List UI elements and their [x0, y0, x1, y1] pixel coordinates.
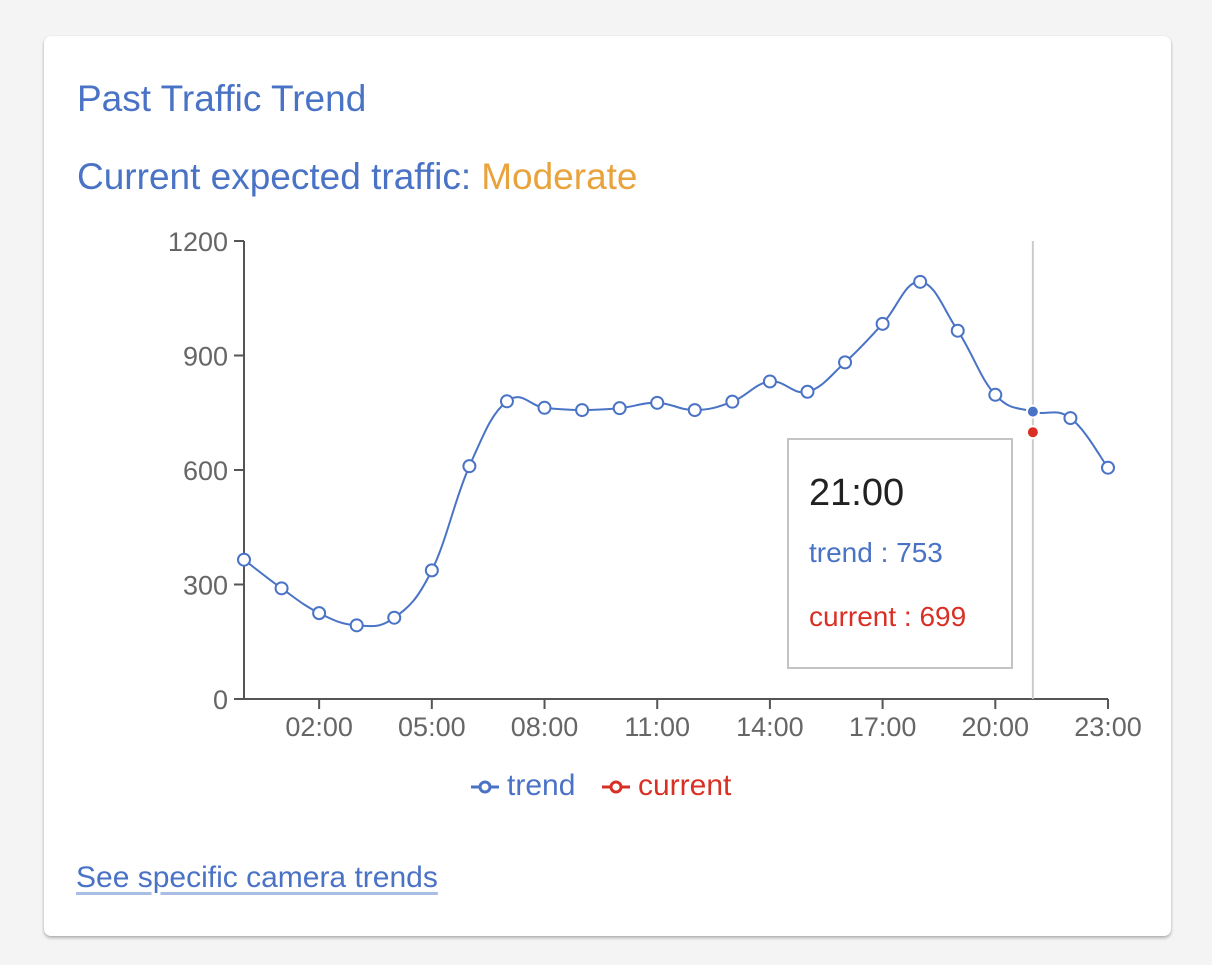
- trend-point[interactable]: [838, 355, 853, 370]
- trend-point[interactable]: [575, 403, 590, 418]
- trend-point[interactable]: [1063, 411, 1078, 426]
- trend-point[interactable]: [1101, 460, 1115, 475]
- card-title: Past Traffic Trend: [77, 78, 367, 119]
- trend-point[interactable]: [274, 581, 289, 596]
- traffic-status: Current expected traffic: Moderate: [77, 156, 638, 198]
- trend-point[interactable]: [424, 563, 439, 578]
- legend-current-label[interactable]: current: [638, 769, 732, 802]
- tooltip-trend-value: trend : 753: [809, 537, 943, 568]
- traffic-status-value: Moderate: [481, 156, 638, 197]
- tooltip-time: 21:00: [809, 472, 904, 514]
- trend-point[interactable]: [537, 400, 552, 415]
- traffic-card: Past Traffic Trend Current expected traf…: [44, 36, 1171, 936]
- chart-legend: trend current: [471, 769, 732, 802]
- tooltip-box: [787, 438, 1013, 669]
- trend-point[interactable]: [349, 618, 364, 633]
- trend-point[interactable]: [762, 374, 777, 389]
- legend-trend-marker: [478, 780, 492, 794]
- x-tick-label: 11:00: [624, 712, 690, 742]
- trend-point[interactable]: [913, 274, 928, 289]
- x-tick-label: 23:00: [1074, 712, 1142, 742]
- trend-point[interactable]: [687, 403, 702, 418]
- trend-point[interactable]: [387, 610, 402, 625]
- y-tick-label: 600: [183, 456, 228, 486]
- x-tick-label: 05:00: [398, 712, 466, 742]
- trend-point[interactable]: [462, 459, 477, 474]
- x-tick-label: 02:00: [285, 712, 353, 742]
- x-tick-label: 08:00: [511, 712, 579, 742]
- trend-point[interactable]: [950, 323, 965, 338]
- trend-point[interactable]: [800, 384, 815, 399]
- trend-point[interactable]: [499, 394, 514, 409]
- y-tick-label: 300: [183, 571, 228, 601]
- current-point-active[interactable]: [1025, 425, 1040, 440]
- trend-point[interactable]: [725, 394, 740, 409]
- trend-point[interactable]: [875, 316, 890, 331]
- x-tick-label: 14:00: [736, 712, 804, 742]
- x-tick-label: 17:00: [849, 712, 917, 742]
- camera-trends-link[interactable]: See specific camera trends: [76, 861, 438, 894]
- traffic-status-label: Current expected traffic:: [77, 156, 472, 197]
- y-tick-label: 0: [213, 685, 228, 715]
- trend-point[interactable]: [650, 395, 665, 410]
- tooltip-current-value: current : 699: [809, 601, 966, 632]
- legend-trend-label[interactable]: trend: [507, 769, 575, 802]
- y-tick-label: 1200: [168, 227, 228, 257]
- chart-tooltip: 21:00 trend : 753 current : 699: [787, 438, 1013, 669]
- legend-current-marker: [609, 780, 623, 794]
- trend-point[interactable]: [312, 606, 327, 621]
- trend-point[interactable]: [988, 387, 1003, 402]
- traffic-trend-chart[interactable]: 0 300 600 900 1200 02:00 05:00 08:00 11:00 14:00 1…: [44, 36, 1171, 816]
- trend-point[interactable]: [612, 401, 627, 416]
- y-tick-label: 900: [183, 342, 228, 372]
- trend-point-active[interactable]: [1025, 404, 1040, 419]
- trend-point[interactable]: [237, 552, 251, 567]
- x-tick-label: 20:00: [962, 712, 1030, 742]
